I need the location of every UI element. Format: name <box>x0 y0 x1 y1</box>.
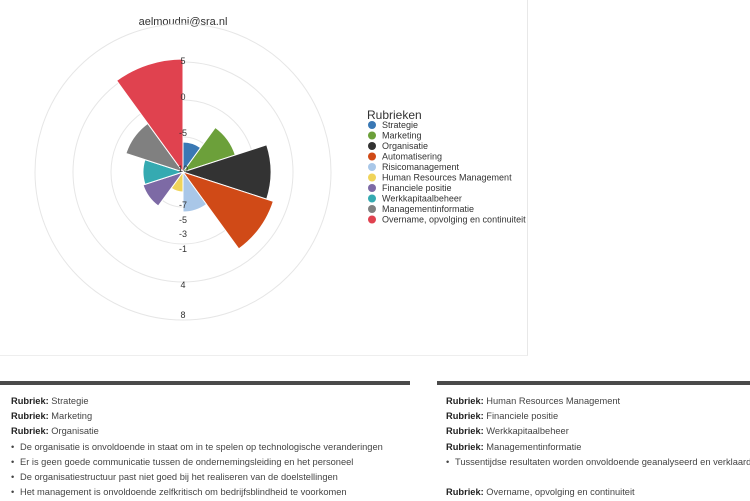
finding-text: Het management is onvoldoende zelfkritis… <box>20 487 347 498</box>
row-spacer <box>446 470 750 485</box>
rubriek-row: Rubriek: Organisatie <box>11 424 410 439</box>
rubriek-name: Human Resources Management <box>483 396 621 406</box>
radial-tick-label: -5 <box>179 215 187 225</box>
finding-bullet: De organisatie is onvoldoende in staat o… <box>11 440 410 455</box>
rubriek-row: Rubriek: Human Resources Management <box>446 394 750 409</box>
legend-label: Overname, opvolging en continuiteit <box>382 215 526 225</box>
legend-swatch <box>368 184 376 192</box>
radial-tick-label: -7 <box>179 200 187 210</box>
legend-swatch <box>368 121 376 129</box>
legend-item[interactable]: Managementinformatie <box>368 204 474 214</box>
legend-label: Marketing <box>382 131 422 141</box>
legend-swatch <box>368 194 376 203</box>
legend-item[interactable]: Werkkapitaalbeheer <box>368 194 462 204</box>
legend-label: Werkkapitaalbeheer <box>382 194 462 204</box>
rubriek-row: Rubriek: Overname, opvolging en continui… <box>446 485 750 500</box>
legend-swatch <box>368 205 376 213</box>
radial-tick-label: -3 <box>179 229 187 239</box>
legend-label: Human Resources Management <box>382 173 512 183</box>
legend-swatch <box>368 131 376 140</box>
legend-item[interactable]: Organisatie <box>368 141 428 151</box>
rubriek-row: Rubriek: Managementinformatie <box>446 440 750 455</box>
findings-panel-left: Rubriek: Strategie Rubriek: Marketing Rubr… <box>0 381 410 501</box>
legend-swatch <box>368 215 376 224</box>
radial-tick-label: -1 <box>179 244 187 254</box>
legend-item[interactable]: Risicomanagement <box>368 162 460 172</box>
slice-risicomanagement <box>182 170 208 213</box>
rubriek-label: Rubriek: <box>446 441 484 452</box>
rubriek-label: Rubriek: <box>446 487 484 498</box>
finding-text: Er is geen goede communicatie tussen de … <box>20 456 354 467</box>
rubriek-name: Financiele positie <box>483 411 559 422</box>
rubriek-name: Overname, opvolging en continuiteit <box>483 487 635 498</box>
rubriek-label: Rubriek: <box>11 411 49 422</box>
finding-bullet: Er is geen goede communicatie tussen de … <box>11 455 410 470</box>
slice-automatisering <box>181 171 274 250</box>
rubriek-name: Organisatie <box>48 426 99 437</box>
slice-overname-opvolging-en-continuiteit <box>115 58 184 174</box>
legend-swatch <box>368 142 376 150</box>
rubriek-name: Marketing <box>48 411 93 422</box>
legend-label: Financiele positie <box>382 183 452 193</box>
radial-tick-label: 10 <box>178 164 188 174</box>
radial-tick-label: 8 <box>180 310 185 320</box>
legend-label: Automatisering <box>382 152 442 162</box>
finding-text: Tussentijdse resultaten worden onvoldoen… <box>455 456 750 467</box>
rubriek-name: Werkkapitaalbeheer <box>483 426 569 437</box>
rubriek-row: Rubriek: Marketing <box>11 409 410 424</box>
legend-label: Risicomanagement <box>382 162 460 172</box>
legend-swatch <box>368 152 376 161</box>
rubriek-row: Rubriek: Strategie <box>11 394 410 409</box>
rubriek-label: Rubriek: <box>446 396 484 406</box>
rubriek-label: Rubriek: <box>446 411 484 422</box>
finding-text: De organisatiestructuur past niet goed b… <box>20 472 338 483</box>
rubriek-row: Rubriek: Werkkapitaalbeheer <box>446 424 750 439</box>
chart-slices <box>115 58 274 250</box>
finding-text: De organisatie is onvoldoende in staat o… <box>20 441 383 452</box>
grid-ring-4 <box>34 23 332 321</box>
legend-swatch <box>368 173 376 182</box>
legend-title: Rubrieken <box>367 108 422 122</box>
rubriek-label: Rubriek: <box>11 396 49 406</box>
legend-item[interactable]: Strategie <box>368 120 418 130</box>
legend-label: Managementinformatie <box>382 204 474 214</box>
legend-label: Strategie <box>382 120 418 130</box>
chart-title: aelmoudni@sra.nl <box>139 16 228 28</box>
rubriek-row: Rubriek: Financiele positie <box>446 409 750 424</box>
radial-tick-label: 0 <box>180 92 185 102</box>
chart-panel: aelmoudni@sra.nl 8 4 -1 -3 -5 -7 10 -5 0 5 Rubrie… <box>0 0 528 356</box>
chart-legend: StrategieMarketingOrganisatieAutomatiser… <box>368 120 526 225</box>
legend-item[interactable]: Overname, opvolging en continuiteit <box>368 215 526 225</box>
legend-item[interactable]: Human Resources Management <box>368 173 512 183</box>
legend-swatch <box>368 163 376 171</box>
radial-tick-label: -5 <box>179 128 187 138</box>
finding-bullet: Het management is onvoldoende zelfkritis… <box>11 485 410 500</box>
finding-bullet: Tussentijdse resultaten worden onvoldoen… <box>446 455 750 470</box>
legend-item[interactable]: Marketing <box>368 131 422 141</box>
legend-label: Organisatie <box>382 141 428 151</box>
finding-bullet: De organisatiestructuur past niet goed b… <box>11 470 410 485</box>
legend-item[interactable]: Financiele positie <box>368 183 452 193</box>
polar-area-chart: aelmoudni@sra.nl 8 4 -1 -3 -5 -7 10 -5 0 5 Rubrie… <box>34 16 526 321</box>
rubriek-label: Rubriek: <box>11 426 49 437</box>
radial-tick-label: 5 <box>180 56 185 66</box>
radial-tick-labels: 8 4 -1 -3 -5 -7 10 -5 0 5 <box>178 56 188 320</box>
radial-tick-label: 4 <box>180 280 185 290</box>
slice-financiele-positie <box>142 171 185 207</box>
rubriek-name: Strategie <box>48 396 89 406</box>
rubriek-label: Rubriek: <box>446 426 484 437</box>
findings-panel-right: Rubriek: Human Resources Management Rubri… <box>437 381 750 501</box>
legend-item[interactable]: Automatisering <box>368 152 442 162</box>
rubriek-name: Managementinformatie <box>483 441 582 452</box>
